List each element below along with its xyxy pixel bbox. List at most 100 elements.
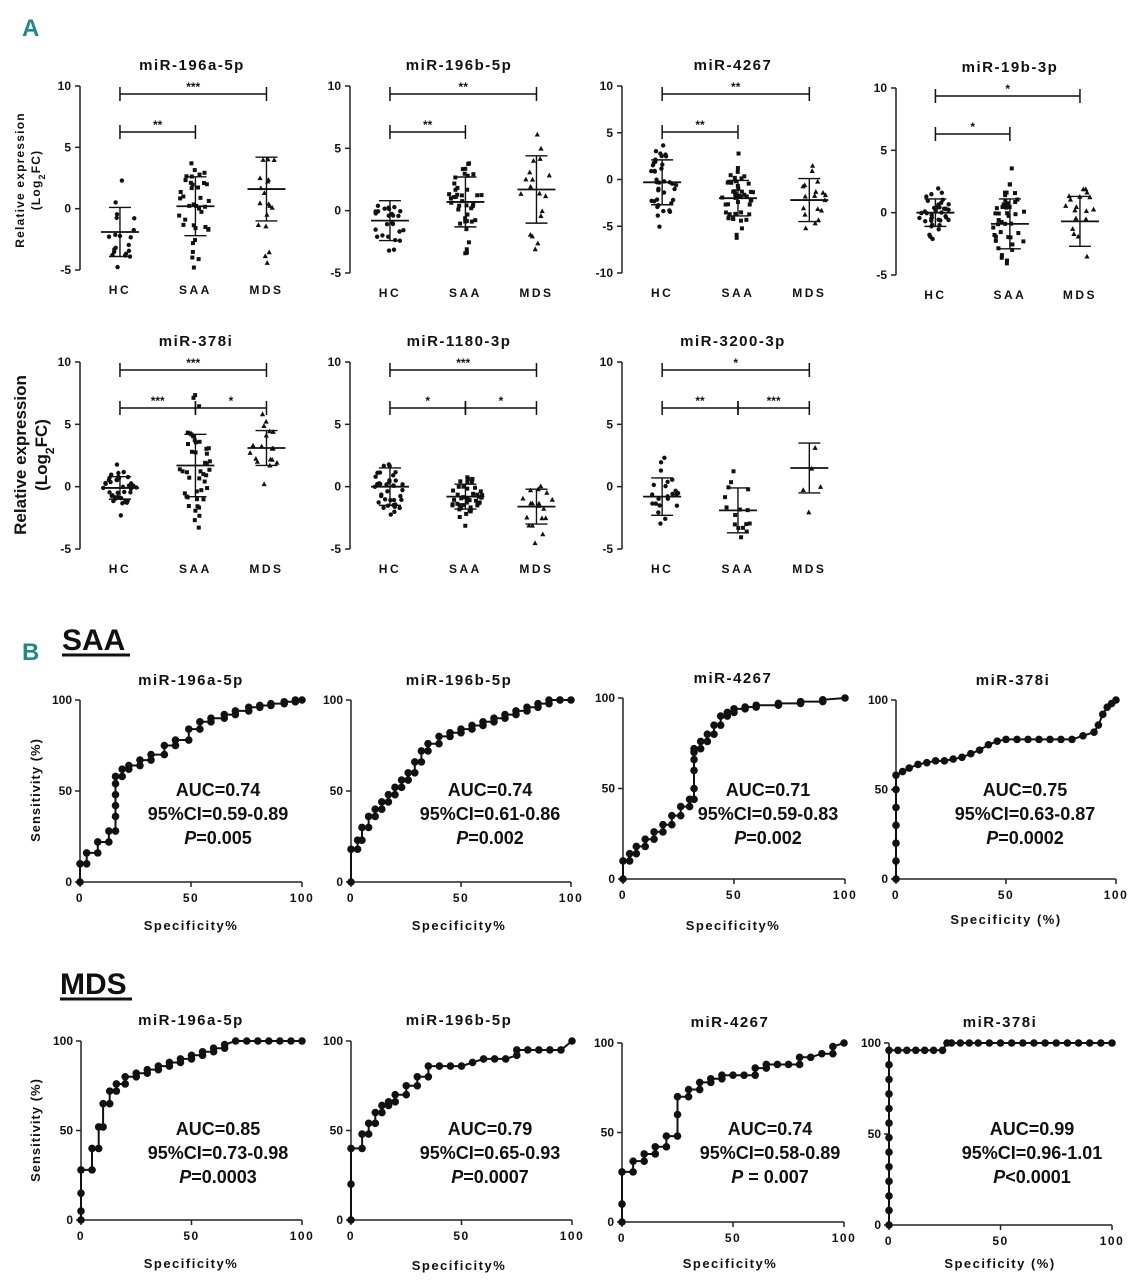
data-point (254, 458, 260, 464)
p-value-label: P=0.0002 (986, 828, 1064, 848)
ci-label: 95%CI=0.59-0.89 (148, 804, 289, 824)
data-point (518, 191, 524, 196)
data-point (650, 492, 655, 497)
data-point (473, 498, 478, 503)
ci-label: 95%CI=0.61-0.86 (420, 804, 561, 824)
roc-point (121, 1080, 129, 1088)
roc-point (795, 1053, 804, 1062)
y-tick-label: 0 (334, 480, 341, 494)
data-point (113, 245, 118, 251)
data-point (465, 212, 470, 217)
x-tick-label: 0 (347, 891, 355, 905)
roc-point (77, 1216, 85, 1224)
roc-point (752, 701, 760, 710)
roc-point (112, 1087, 121, 1095)
data-point (803, 225, 809, 231)
data-point (384, 482, 389, 487)
data-point (1073, 215, 1079, 221)
points-SAA (991, 166, 1026, 266)
points-HC (649, 143, 679, 229)
y-tick-label: 0 (874, 1218, 881, 1232)
data-point (659, 153, 664, 159)
data-point (656, 510, 661, 515)
y-tick-label: 100 (323, 1034, 343, 1048)
data-point (185, 442, 190, 447)
roc-point (1079, 732, 1087, 740)
data-point (1016, 231, 1021, 236)
roc-point (242, 1037, 251, 1045)
roc-point (905, 764, 913, 772)
data-point (464, 203, 469, 208)
roc-point (993, 737, 1001, 745)
data-point (470, 477, 475, 482)
roc-point (298, 1037, 306, 1045)
roc-point (673, 1092, 682, 1101)
data-point (202, 479, 207, 484)
data-point (114, 215, 119, 221)
points-HC (106, 178, 137, 270)
roc-point (93, 838, 102, 846)
roc-point (619, 875, 627, 883)
roc-point (384, 790, 393, 799)
p-value-label: P=0.0007 (451, 1167, 529, 1187)
roc-point (773, 1060, 782, 1069)
data-point (748, 189, 753, 194)
roc-point (298, 696, 306, 704)
y-tick-label: -5 (876, 268, 887, 282)
data-point (191, 395, 196, 400)
data-point (653, 148, 659, 154)
roc-point (411, 758, 419, 766)
roc-point (378, 1108, 386, 1117)
roc-point (468, 1058, 477, 1067)
roc-point (914, 760, 922, 769)
data-point (115, 264, 120, 270)
roc-chart-saa-1: miR-196a-5p 00 50 50 100 100 Specificity% AUC=0… (52, 672, 313, 933)
data-point (746, 181, 751, 186)
roc-ylabel-saa: Sensitivity (%) (28, 738, 43, 842)
data-point (177, 213, 182, 218)
roc-point (397, 783, 406, 792)
data-point (809, 168, 815, 174)
data-point (447, 192, 452, 197)
roc-point (231, 1037, 240, 1045)
data-point (1001, 202, 1006, 207)
x-tick-label: 0 (892, 888, 900, 902)
sig-label: * (499, 394, 504, 408)
roc-point (690, 766, 698, 775)
data-point (992, 232, 997, 237)
data-point (660, 143, 666, 148)
data-point (673, 183, 679, 188)
chart-title: miR-196b-5p (406, 57, 513, 74)
data-point (1003, 193, 1008, 198)
data-point (993, 238, 998, 243)
data-point (654, 197, 660, 202)
points-MDS (800, 445, 824, 515)
data-point (390, 473, 396, 478)
x-category-label: HC (109, 562, 131, 576)
data-point (815, 206, 821, 211)
roc-point (892, 785, 900, 794)
data-point (674, 503, 680, 508)
data-point (665, 479, 670, 485)
roc-point (265, 1037, 273, 1045)
roc-point (885, 1090, 893, 1098)
roc-point (651, 1143, 660, 1151)
data-point (192, 168, 197, 173)
y-tick-label: -5 (330, 266, 341, 280)
roc-point (253, 1037, 262, 1045)
data-point (465, 476, 470, 481)
y-tick-label: 5 (334, 417, 341, 431)
data-point (202, 170, 207, 175)
roc-point (397, 776, 406, 784)
data-point (181, 222, 186, 227)
data-point (389, 211, 395, 217)
data-point (738, 194, 743, 199)
data-point (1004, 205, 1009, 210)
roc-point (894, 1046, 902, 1055)
data-point (1021, 209, 1026, 214)
data-point (1083, 208, 1089, 214)
panel-label-b: B (22, 639, 39, 666)
x-category-label: SAA (449, 286, 482, 300)
x-category-label: MDS (792, 562, 826, 576)
roc-point (347, 1180, 355, 1188)
